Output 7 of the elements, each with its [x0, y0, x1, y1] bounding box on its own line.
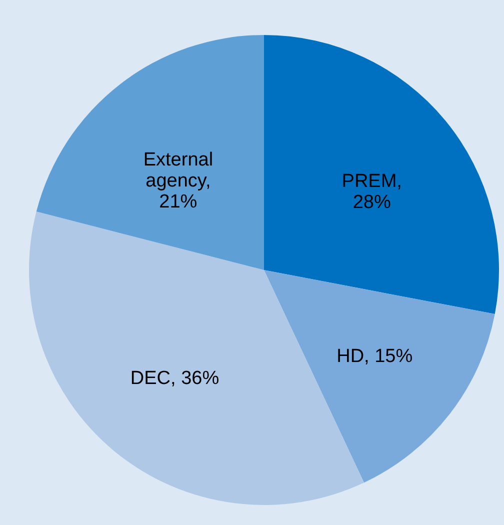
- slice-label: DEC, 36%: [130, 368, 220, 389]
- slice-label: HD, 15%: [336, 346, 413, 367]
- pie-slice: [264, 35, 499, 314]
- slice-label: External agency, 21%: [143, 149, 214, 212]
- pie-slice: [264, 270, 495, 483]
- slice-label: PREM, 28%: [342, 170, 402, 213]
- pie-slice: [36, 35, 264, 270]
